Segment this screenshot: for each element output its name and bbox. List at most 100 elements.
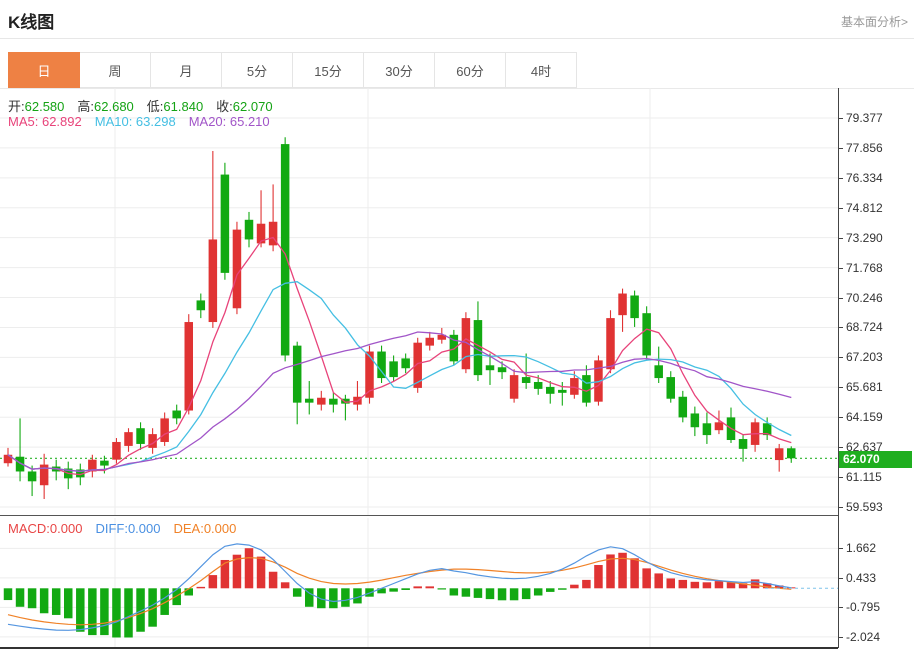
macd-bar <box>533 588 543 596</box>
candle-body <box>329 398 338 405</box>
tab-week[interactable]: 周 <box>80 52 151 88</box>
candle-body <box>39 464 49 486</box>
current-price-badge: 62.070 <box>839 451 912 468</box>
ohlc-legend: 开:62.580 高:62.680 低:61.840 收:62.070 <box>8 96 273 115</box>
candle-body <box>654 365 663 379</box>
axis-tick <box>838 607 843 609</box>
macd-bar <box>280 582 290 589</box>
candle-body <box>160 418 169 442</box>
tab-15min[interactable]: 15分 <box>293 52 364 88</box>
macd-bar <box>268 571 278 589</box>
candle-body <box>558 389 567 393</box>
macd-bar <box>3 588 13 601</box>
axis-tick <box>838 477 843 479</box>
candle-body <box>27 471 37 482</box>
tab-day[interactable]: 日 <box>8 52 80 88</box>
macd-bar <box>750 579 760 589</box>
legend-value: 0.000 <box>49 521 83 536</box>
macd-bar <box>184 588 193 596</box>
candle-body <box>533 382 543 389</box>
candle-body <box>449 334 459 362</box>
legend-label: MACD: <box>8 521 50 536</box>
macd-bar <box>678 579 688 589</box>
macd-bar <box>642 568 651 589</box>
candle-body <box>244 219 254 240</box>
candle-body <box>268 221 278 246</box>
dea-line <box>7 556 792 626</box>
macd-bar <box>148 588 157 627</box>
legend-item: 高:62.680 <box>77 96 133 115</box>
candle-body <box>774 448 784 461</box>
fundamental-analysis-link[interactable]: 基本面分析> <box>840 15 908 29</box>
legend-value: 62.892 <box>41 114 82 129</box>
axis-tick-label: 1.662 <box>846 541 877 556</box>
ma5-line <box>7 236 792 476</box>
macd-bar <box>244 548 254 589</box>
macd-bar <box>76 588 85 632</box>
macd-bar <box>341 588 350 607</box>
legend-label: MA5: <box>8 114 42 129</box>
candle-body <box>317 397 326 405</box>
candle-body <box>365 351 374 398</box>
bottom-border <box>0 647 838 649</box>
candle-body <box>618 293 627 316</box>
candle-body <box>401 358 410 369</box>
axis-tick <box>838 177 843 179</box>
candle-body <box>377 351 386 379</box>
macd-bar <box>64 588 73 619</box>
candle-body <box>630 295 639 319</box>
ma-legend: MA5: 62.892 MA10: 63.298 MA20: 65.210 <box>8 114 270 129</box>
candle-body <box>232 229 242 309</box>
tab-4hour[interactable]: 4时 <box>506 52 577 88</box>
candle-body <box>3 454 13 464</box>
legend-label: 高: <box>77 99 95 114</box>
legend-item: 开:62.580 <box>8 96 64 115</box>
axis-tick <box>838 507 843 508</box>
candlestick-chart[interactable] <box>0 88 838 515</box>
candle-body <box>666 377 675 399</box>
macd-bar <box>509 588 519 601</box>
axis-tick <box>838 548 843 550</box>
macd-bar <box>220 559 230 589</box>
legend-item: MA10: 63.298 <box>95 114 176 129</box>
candle-body <box>184 322 193 411</box>
legend-item: DEA:0.000 <box>173 521 236 536</box>
macd-bar <box>317 588 326 609</box>
legend-label: 低: <box>146 99 164 114</box>
legend-item: DIFF:0.000 <box>95 521 160 536</box>
period-tabbar: 日周月 5分 15分 30分 60分 4时 <box>8 52 577 88</box>
tab-5min[interactable]: 5分 <box>222 52 293 88</box>
candle-body <box>461 318 471 370</box>
macd-bar <box>124 588 133 638</box>
legend-item: 低:61.840 <box>147 96 203 115</box>
macd-bar <box>618 552 627 589</box>
axis-tick <box>838 417 843 419</box>
candle-body <box>485 365 495 371</box>
macd-bar <box>497 588 507 601</box>
macd-bar <box>160 588 169 615</box>
macd-bar <box>196 586 206 589</box>
axis-tick-label: -0.795 <box>846 600 881 615</box>
macd-bar <box>774 585 784 589</box>
macd-chart[interactable] <box>0 518 838 648</box>
axis-tick-label: 62.637 <box>846 440 883 455</box>
candle-body <box>762 423 772 436</box>
candle-body <box>341 398 350 404</box>
tab-month[interactable]: 月 <box>151 52 222 88</box>
macd-bar <box>762 583 772 589</box>
tab-60min[interactable]: 60分 <box>435 52 506 88</box>
chart-top-border <box>0 88 914 89</box>
macd-bar <box>172 588 181 606</box>
legend-label: DEA: <box>173 521 204 536</box>
axis-tick <box>838 297 843 299</box>
macd-bar <box>100 588 109 636</box>
legend-value: 61.840 <box>163 99 204 114</box>
candle-body <box>714 422 724 431</box>
macd-bar <box>15 588 25 607</box>
macd-bar <box>401 588 410 590</box>
candle-body <box>124 432 133 446</box>
candle-body <box>521 377 531 383</box>
tab-30min[interactable]: 30分 <box>364 52 435 88</box>
diff-line <box>7 543 792 631</box>
pane-divider <box>0 515 838 516</box>
